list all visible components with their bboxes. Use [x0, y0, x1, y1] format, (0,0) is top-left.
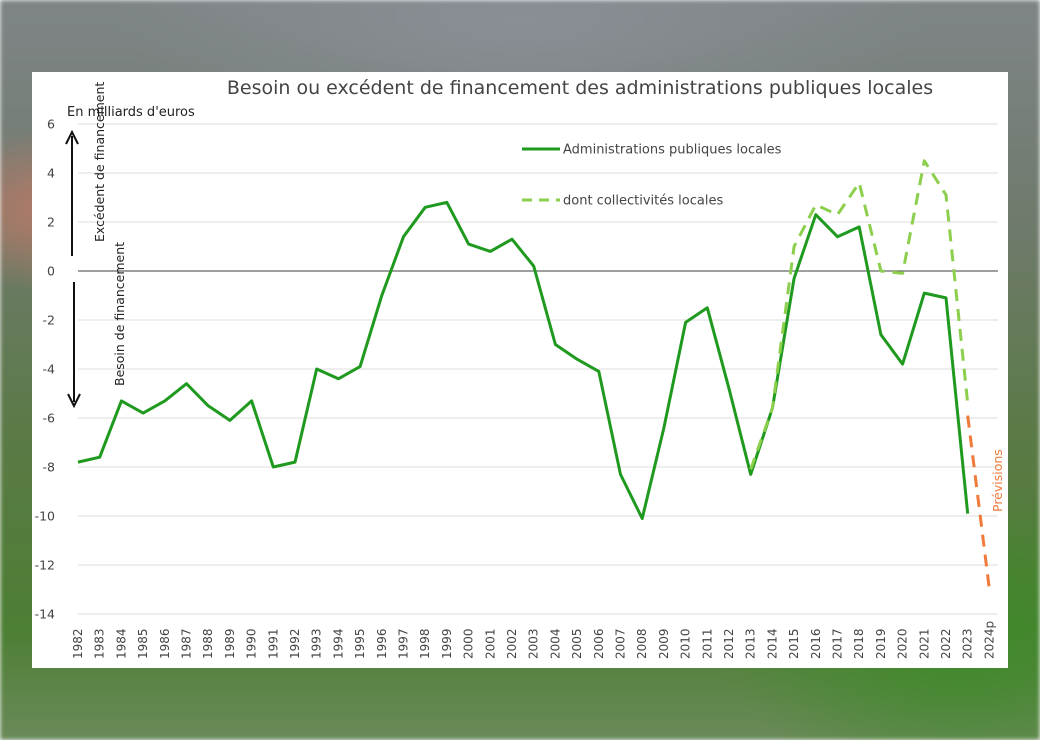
x-tick-label: 1992: [288, 628, 302, 659]
x-tick-label: 1984: [114, 628, 128, 659]
chart-title: Besoin ou excédent de financement des ad…: [227, 77, 933, 99]
y-tick-label: -6: [43, 411, 56, 426]
x-tick-label: 2017: [831, 628, 845, 659]
y-tick-label: -8: [43, 460, 56, 475]
x-tick-label: 1994: [331, 628, 345, 659]
x-tick-label: 2024p: [982, 621, 996, 659]
x-tick-label: 2018: [852, 628, 866, 659]
x-tick-label: 1983: [93, 628, 107, 659]
x-tick-label: 1985: [136, 628, 150, 659]
gridlines: [78, 123, 998, 615]
x-tick-label: 2007: [614, 628, 628, 659]
series-line-1: [749, 159, 970, 470]
x-tick-label: 2015: [787, 628, 801, 659]
x-tick-label: 2019: [874, 628, 888, 659]
y-tick-label: 0: [47, 264, 55, 279]
legend-label-apul: Administrations publiques locales: [563, 143, 782, 158]
y-tick-label: 4: [47, 166, 55, 181]
x-tick-label: 1989: [223, 628, 237, 659]
x-tick-label: 1995: [353, 628, 367, 659]
x-tick-label: 1990: [245, 628, 259, 659]
x-tick-label: 1987: [180, 628, 194, 659]
x-tick-label: 1991: [266, 628, 280, 659]
legend-label-collectivites: dont collectivités locales: [563, 194, 723, 209]
direction-arrows: Excédent de financement Besoin de financ…: [65, 82, 127, 409]
y-tick-label: -4: [43, 362, 56, 377]
x-tick-label: 2005: [570, 628, 584, 659]
excedent-arrow-head: [65, 129, 79, 145]
y-tick-label: 2: [47, 215, 55, 230]
x-tick-label: 1999: [440, 628, 454, 659]
x-tick-label: 2002: [505, 628, 519, 659]
y-tick-label: 6: [47, 117, 55, 132]
x-tick-label: 1988: [201, 628, 215, 659]
x-tick-label: 2011: [700, 628, 714, 659]
excedent-annotation: Excédent de financement: [92, 82, 107, 242]
x-tick-label: 2003: [527, 628, 541, 659]
y-tick-label: -12: [35, 558, 55, 573]
x-tick-label: 2020: [896, 628, 910, 659]
x-tick-label: 1998: [418, 628, 432, 659]
x-tick-label: 2008: [635, 628, 649, 659]
y-axis-unit-label: En milliards d'euros: [67, 105, 195, 120]
x-tick-label: 2022: [939, 628, 953, 659]
x-tick-label: 1996: [375, 628, 389, 659]
besoin-arrow-head: [67, 393, 81, 409]
chart-card: Besoin ou excédent de financement des ad…: [32, 72, 1008, 668]
line-chart: Besoin ou excédent de financement des ad…: [35, 77, 1005, 659]
series-line-2: [966, 415, 991, 590]
x-tick-label: 2021: [917, 628, 931, 659]
y-tick-label: -10: [35, 509, 55, 524]
x-tick-label: 1993: [310, 628, 324, 659]
y-axis-ticks: 6 4 2 0 -2 -4 -6 -8 -10 -12 -14: [35, 117, 55, 622]
x-tick-label: 2006: [592, 628, 606, 659]
x-tick-label: 2016: [809, 628, 823, 659]
y-tick-label: -2: [43, 313, 55, 328]
x-tick-label: 2012: [722, 628, 736, 659]
x-tick-label: 1982: [71, 628, 85, 659]
x-tick-label: 2023: [961, 628, 975, 659]
forecast-annotation: Prévisions: [990, 449, 1005, 512]
x-tick-label: 2014: [765, 628, 779, 659]
x-tick-label: 2004: [548, 628, 562, 659]
series-lines: [77, 159, 991, 590]
y-tick-label: -14: [35, 607, 55, 622]
x-tick-label: 2000: [462, 628, 476, 659]
x-tick-label: 2013: [744, 628, 758, 659]
x-axis-ticks: 1982 1983 1984 1985 1986 1987 1988 1989 1990 1991…: [71, 621, 996, 659]
legend: Administrations publiques locales dont c…: [522, 143, 782, 209]
x-tick-label: 2010: [679, 628, 693, 659]
series-line-0: [77, 200, 970, 520]
x-tick-label: 2001: [483, 628, 497, 659]
besoin-annotation: Besoin de financement: [112, 242, 127, 386]
x-tick-label: 2009: [657, 628, 671, 659]
x-tick-label: 1986: [158, 628, 172, 659]
x-tick-label: 1997: [397, 628, 411, 659]
